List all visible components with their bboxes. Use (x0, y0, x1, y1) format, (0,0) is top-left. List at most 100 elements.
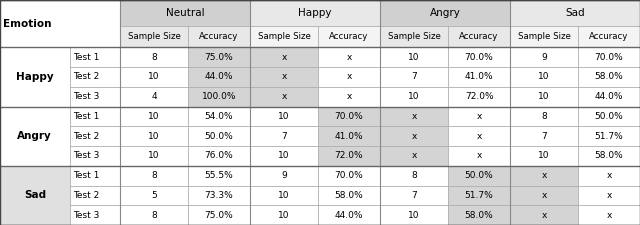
Bar (120, 166, 188, 185)
Text: 70.0%: 70.0% (465, 53, 493, 62)
Text: x: x (412, 151, 417, 160)
Bar (318, 126, 380, 146)
Bar (250, 205, 318, 225)
Bar (70, 106, 120, 126)
Bar (318, 106, 380, 126)
Bar (380, 47, 448, 67)
Bar (70, 185, 120, 205)
Text: 5: 5 (151, 191, 157, 200)
Text: 4: 4 (151, 92, 157, 101)
Bar (510, 26, 578, 47)
Text: 72.0%: 72.0% (335, 151, 364, 160)
Bar (448, 47, 510, 67)
Text: 58.0%: 58.0% (595, 151, 623, 160)
Text: x: x (346, 72, 352, 81)
Bar (448, 166, 510, 185)
Bar (578, 87, 640, 106)
Bar (250, 146, 318, 166)
Bar (448, 185, 510, 205)
Bar (0, 166, 70, 225)
Bar (578, 166, 640, 185)
Bar (510, 0, 640, 26)
Bar (448, 126, 510, 146)
Bar (380, 0, 510, 26)
Bar (188, 87, 250, 106)
Bar (70, 47, 120, 67)
Bar (510, 166, 578, 185)
Text: x: x (606, 191, 612, 200)
Bar (188, 106, 250, 126)
Text: Test 1: Test 1 (73, 53, 99, 62)
Bar (380, 106, 448, 126)
Bar (188, 47, 250, 67)
Text: 7: 7 (411, 191, 417, 200)
Text: 58.0%: 58.0% (595, 72, 623, 81)
Bar (318, 87, 380, 106)
Bar (448, 146, 510, 166)
Text: 10: 10 (148, 112, 160, 121)
Bar (510, 47, 578, 67)
Text: 10: 10 (538, 92, 550, 101)
Bar (318, 205, 380, 225)
Text: 55.5%: 55.5% (205, 171, 234, 180)
Bar (448, 67, 510, 87)
Bar (578, 205, 640, 225)
Text: 58.0%: 58.0% (335, 191, 364, 200)
Text: 8: 8 (151, 211, 157, 220)
Bar (448, 26, 510, 47)
Text: 44.0%: 44.0% (335, 211, 364, 220)
Bar (70, 146, 120, 166)
Bar (120, 205, 188, 225)
Text: 10: 10 (408, 211, 420, 220)
Text: Test 2: Test 2 (73, 191, 99, 200)
Text: Happy: Happy (16, 72, 54, 82)
Bar (578, 126, 640, 146)
Bar (380, 146, 448, 166)
Text: 7: 7 (541, 132, 547, 141)
Text: x: x (606, 171, 612, 180)
Text: 9: 9 (281, 171, 287, 180)
Bar (0, 47, 70, 106)
Bar (250, 87, 318, 106)
Text: 8: 8 (151, 171, 157, 180)
Bar (318, 185, 380, 205)
Text: 100.0%: 100.0% (202, 92, 236, 101)
Bar (510, 106, 578, 126)
Bar (318, 146, 380, 166)
Text: Sad: Sad (565, 8, 585, 18)
Text: 10: 10 (148, 132, 160, 141)
Text: 10: 10 (278, 191, 290, 200)
Text: Test 3: Test 3 (73, 151, 99, 160)
Text: Happy: Happy (298, 8, 332, 18)
Text: 54.0%: 54.0% (205, 112, 234, 121)
Bar (120, 146, 188, 166)
Bar (70, 87, 120, 106)
Text: x: x (476, 151, 482, 160)
Bar (318, 47, 380, 67)
Bar (120, 26, 188, 47)
Bar (510, 87, 578, 106)
Bar (0, 106, 70, 166)
Text: x: x (541, 171, 547, 180)
Text: 70.0%: 70.0% (335, 171, 364, 180)
Text: x: x (412, 112, 417, 121)
Text: x: x (606, 211, 612, 220)
Text: 10: 10 (538, 72, 550, 81)
Bar (380, 87, 448, 106)
Text: 8: 8 (541, 112, 547, 121)
Bar (510, 67, 578, 87)
Text: x: x (346, 92, 352, 101)
Text: Angry: Angry (429, 8, 460, 18)
Bar (188, 185, 250, 205)
Bar (188, 26, 250, 47)
Bar (120, 47, 188, 67)
Text: Accuracy: Accuracy (589, 32, 628, 41)
Text: 51.7%: 51.7% (595, 132, 623, 141)
Text: 10: 10 (278, 211, 290, 220)
Bar (578, 26, 640, 47)
Bar (70, 67, 120, 87)
Bar (250, 185, 318, 205)
Text: Sample Size: Sample Size (518, 32, 570, 41)
Text: 50.0%: 50.0% (205, 132, 234, 141)
Text: 8: 8 (151, 53, 157, 62)
